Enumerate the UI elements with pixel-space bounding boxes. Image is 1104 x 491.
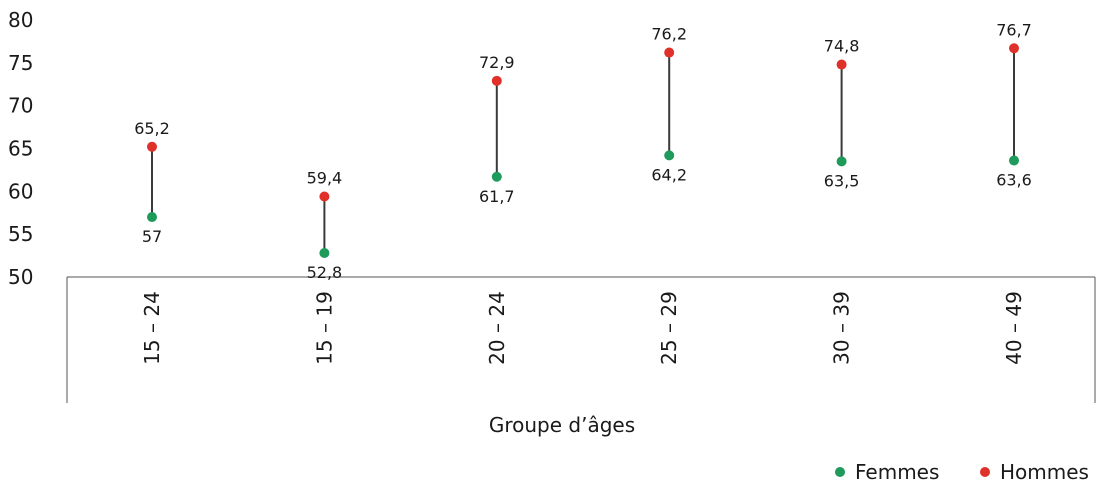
x-tick-label: 15 – 19: [312, 291, 336, 365]
y-tick-label: 55: [8, 222, 33, 246]
hommes-data-label: 74,8: [824, 37, 860, 56]
femmes-point: [147, 212, 157, 223]
x-axis-box: [66, 276, 1096, 403]
hommes-data-label: 72,9: [479, 53, 515, 72]
femmes-point: [836, 156, 847, 167]
femmes-data-label: 57: [142, 227, 162, 246]
x-axis-title: Groupe d’âges: [489, 413, 635, 437]
femmes-data-label: 64,2: [651, 165, 687, 184]
y-tick-label: 80: [8, 8, 33, 32]
x-tick-label: 15 – 24: [140, 291, 164, 365]
legend-marker-femmes: [835, 467, 845, 477]
hommes-data-label: 59,4: [307, 168, 343, 187]
y-tick-label: 70: [8, 94, 33, 118]
x-tick-label: 25 – 29: [657, 291, 681, 365]
y-tick-label: 65: [8, 137, 33, 161]
y-tick-label: 50: [8, 265, 33, 289]
x-tick-label: 40 – 49: [1002, 291, 1026, 365]
femmes-point: [319, 248, 330, 259]
x-tick-labels: 15 – 24 15 – 19 20 – 24 25 – 29 30 – 39 40 – …: [140, 291, 1026, 365]
y-tick-label: 75: [8, 51, 33, 75]
x-tick-label: 20 – 24: [485, 291, 509, 365]
hommes-point: [664, 47, 675, 58]
hommes-point: [1009, 43, 1019, 54]
femmes-data-label: 63,6: [996, 170, 1032, 189]
hommes-point: [491, 75, 502, 86]
femmes-point: [664, 150, 675, 161]
hommes-data-label: 65,2: [134, 119, 170, 138]
y-tick-label: 60: [8, 179, 33, 203]
femmes-data-label: 63,5: [824, 171, 860, 190]
hommes-point: [147, 141, 157, 152]
femmes-point: [1009, 155, 1019, 166]
data-points: [147, 43, 1019, 259]
hommes-data-label: 76,2: [651, 25, 687, 44]
hommes-data-label: 76,7: [996, 20, 1032, 39]
y-axis: 50 55 60 65 70 75 80: [8, 8, 33, 289]
hommes-point: [319, 191, 330, 202]
femmes-point: [491, 171, 502, 182]
hommes-point: [836, 59, 847, 70]
legend-marker-hommes: [980, 467, 990, 477]
legend: Femmes Hommes: [835, 460, 1089, 484]
connectors: [151, 48, 1015, 254]
x-tick-label: 30 – 39: [830, 291, 854, 365]
legend-label-femmes: Femmes: [855, 460, 939, 484]
data-labels: 57 65,2 52,8 59,4 61,7 72,9 64,2 76,2 63,5 74,8 63…: [134, 20, 1032, 282]
femmes-data-label: 61,7: [479, 187, 515, 206]
legend-label-hommes: Hommes: [1000, 460, 1089, 484]
femmes-data-label: 52,8: [307, 263, 343, 282]
